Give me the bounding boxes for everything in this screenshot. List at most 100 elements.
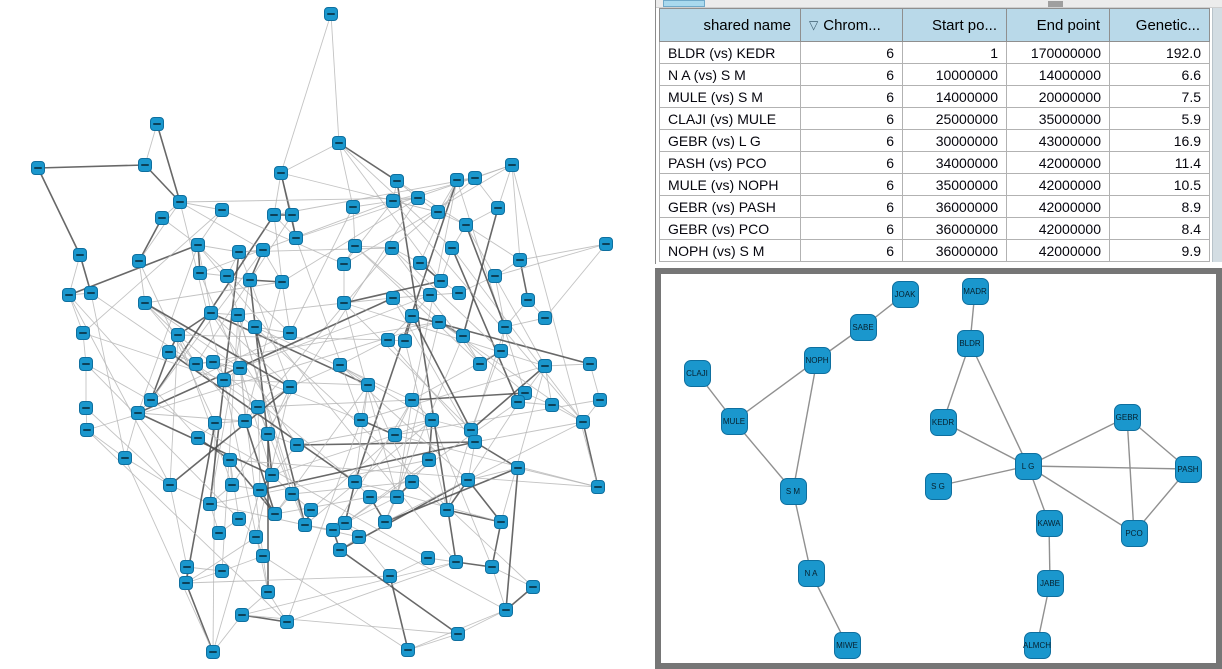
network-node[interactable]: [513, 253, 527, 267]
network-node[interactable]: [171, 328, 185, 342]
network-node[interactable]: [62, 288, 76, 302]
filter-sort-icon[interactable]: ▽: [809, 18, 819, 32]
network-node-bldr[interactable]: BLDR: [956, 329, 984, 357]
network-node[interactable]: [238, 414, 252, 428]
network-node[interactable]: [591, 480, 605, 494]
network-node[interactable]: [333, 543, 347, 557]
network-node[interactable]: [511, 461, 525, 475]
network-node[interactable]: [280, 615, 294, 629]
scrollbar-thumb[interactable]: [1048, 1, 1063, 7]
network-node-s-m[interactable]: S M: [779, 477, 807, 505]
network-node[interactable]: [468, 171, 482, 185]
network-node[interactable]: [398, 334, 412, 348]
network-node[interactable]: [432, 315, 446, 329]
network-node[interactable]: [132, 254, 146, 268]
network-node[interactable]: [538, 359, 552, 373]
network-node[interactable]: [243, 273, 257, 287]
network-node-kedr[interactable]: KEDR: [929, 408, 957, 436]
network-node[interactable]: [289, 231, 303, 245]
network-node[interactable]: [354, 413, 368, 427]
table-row[interactable]: MULE (vs) S M 6 14000000 20000000 7.5: [659, 86, 1210, 108]
network-node[interactable]: [215, 564, 229, 578]
network-node[interactable]: [337, 257, 351, 271]
network-node[interactable]: [431, 205, 445, 219]
network-node[interactable]: [461, 473, 475, 487]
network-node[interactable]: [488, 269, 502, 283]
network-node[interactable]: [223, 453, 237, 467]
table-row[interactable]: BLDR (vs) KEDR 6 1 170000000 192.0: [659, 42, 1210, 64]
network-node[interactable]: [256, 243, 270, 257]
network-node[interactable]: [232, 512, 246, 526]
network-node-pash[interactable]: PASH: [1174, 455, 1202, 483]
network-node[interactable]: [225, 478, 239, 492]
network-node[interactable]: [173, 195, 187, 209]
network-node[interactable]: [179, 576, 193, 590]
network-node[interactable]: [193, 266, 207, 280]
network-node[interactable]: [208, 416, 222, 430]
network-node[interactable]: [251, 400, 265, 414]
network-node[interactable]: [499, 603, 513, 617]
network-node[interactable]: [274, 166, 288, 180]
network-node[interactable]: [545, 398, 559, 412]
network-node[interactable]: [538, 311, 552, 325]
network-node[interactable]: [411, 191, 425, 205]
network-node-mule[interactable]: MULE: [720, 407, 748, 435]
network-node[interactable]: [206, 645, 220, 659]
network-node[interactable]: [248, 320, 262, 334]
table-row[interactable]: GEBR (vs) L G 6 30000000 43000000 16.9: [659, 130, 1210, 152]
network-node[interactable]: [189, 357, 203, 371]
table-row[interactable]: N A (vs) S M 6 10000000 14000000 6.6: [659, 64, 1210, 86]
table-top-scrollbar[interactable]: [656, 0, 1222, 8]
network-node[interactable]: [220, 269, 234, 283]
network-node[interactable]: [363, 490, 377, 504]
network-node[interactable]: [191, 431, 205, 445]
network-node[interactable]: [348, 475, 362, 489]
network-node-almch[interactable]: ALMCH: [1023, 631, 1051, 659]
network-node[interactable]: [76, 326, 90, 340]
network-node[interactable]: [138, 296, 152, 310]
scrollbar-left-segment[interactable]: [663, 0, 705, 7]
network-node[interactable]: [212, 526, 226, 540]
column-header-start-po[interactable]: Start po...: [903, 8, 1007, 42]
network-node[interactable]: [31, 161, 45, 175]
network-node[interactable]: [521, 293, 535, 307]
network-node-pco[interactable]: PCO: [1120, 519, 1148, 547]
network-node-sabe[interactable]: SABE: [849, 313, 877, 341]
network-node[interactable]: [261, 585, 275, 599]
network-node[interactable]: [333, 358, 347, 372]
network-node[interactable]: [456, 329, 470, 343]
network-node[interactable]: [155, 211, 169, 225]
overview-network-canvas[interactable]: [0, 0, 652, 669]
network-node[interactable]: [150, 117, 164, 131]
network-node-l-g[interactable]: L G: [1014, 452, 1042, 480]
network-node[interactable]: [405, 475, 419, 489]
network-node[interactable]: [337, 296, 351, 310]
network-node[interactable]: [440, 503, 454, 517]
table-row[interactable]: GEBR (vs) PCO 6 36000000 42000000 8.4: [659, 218, 1210, 240]
network-node[interactable]: [285, 208, 299, 222]
network-node-jabe[interactable]: JABE: [1036, 569, 1064, 597]
network-node[interactable]: [324, 7, 338, 21]
network-node[interactable]: [405, 393, 419, 407]
network-node-s-g[interactable]: S G: [924, 472, 952, 500]
network-node[interactable]: [215, 203, 229, 217]
network-node[interactable]: [449, 555, 463, 569]
table-row[interactable]: CLAJI (vs) MULE 6 25000000 35000000 5.9: [659, 108, 1210, 130]
network-node[interactable]: [459, 218, 473, 232]
network-node[interactable]: [348, 239, 362, 253]
network-node[interactable]: [498, 320, 512, 334]
network-node[interactable]: [203, 497, 217, 511]
network-node[interactable]: [576, 415, 590, 429]
network-node[interactable]: [206, 355, 220, 369]
network-node[interactable]: [385, 241, 399, 255]
network-node[interactable]: [526, 580, 540, 594]
table-vertical-scrollbar[interactable]: [1212, 8, 1222, 262]
column-header-genetic[interactable]: Genetic...: [1110, 8, 1210, 42]
network-node[interactable]: [390, 174, 404, 188]
network-node[interactable]: [275, 275, 289, 289]
network-node[interactable]: [338, 516, 352, 530]
network-node[interactable]: [383, 569, 397, 583]
network-node[interactable]: [491, 201, 505, 215]
network-node[interactable]: [265, 468, 279, 482]
network-node[interactable]: [233, 361, 247, 375]
